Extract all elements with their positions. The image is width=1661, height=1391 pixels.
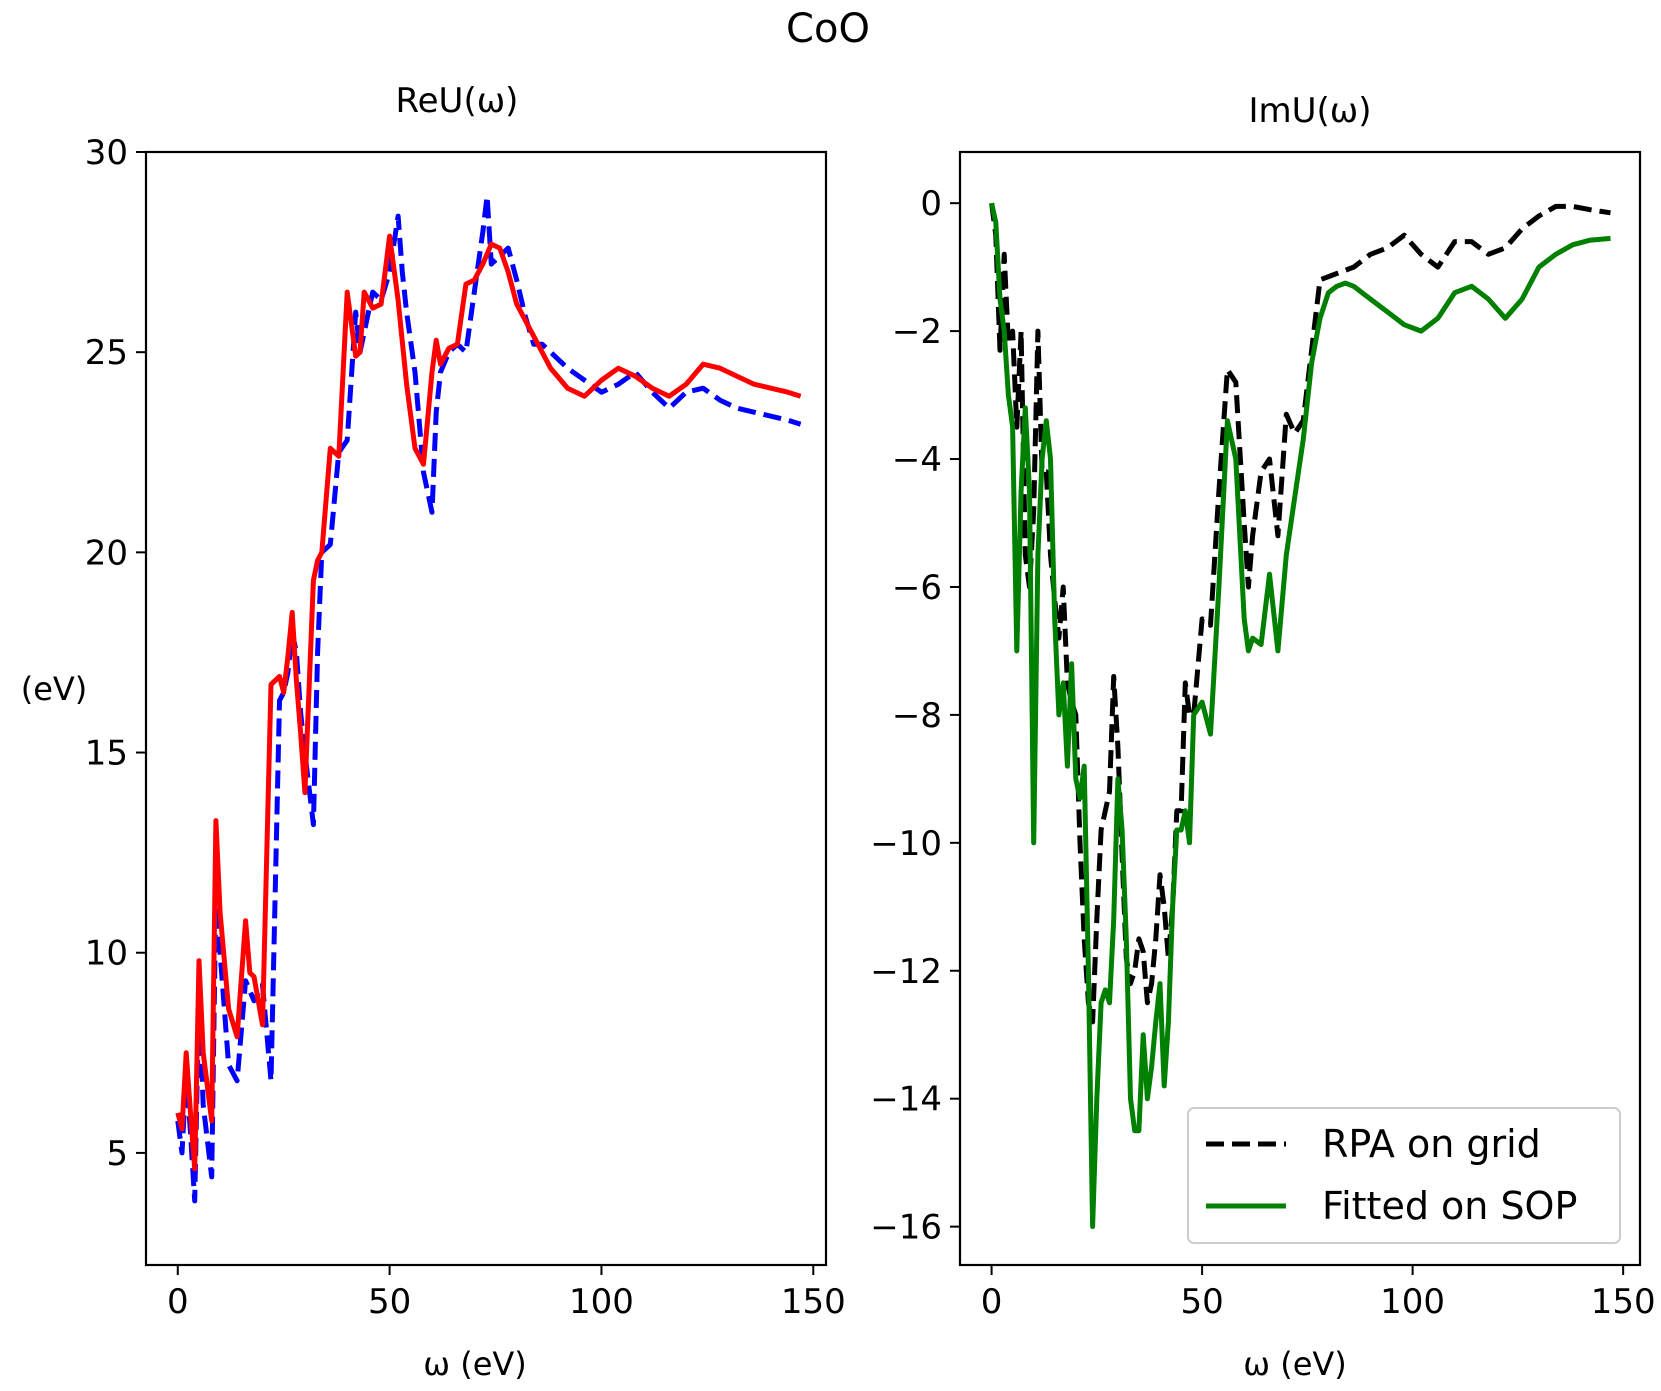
x-axis-label-imag: ω (eV) bbox=[1243, 1345, 1347, 1383]
y-tick-label: 15 bbox=[85, 734, 128, 774]
x-tick-label: 150 bbox=[781, 1282, 846, 1322]
y-tick-label: 5 bbox=[106, 1134, 128, 1174]
y-tick-label: −4 bbox=[892, 440, 942, 480]
y-tick-label: −16 bbox=[870, 1208, 942, 1248]
x-tick-label: 100 bbox=[1380, 1282, 1445, 1322]
y-tick-label: −2 bbox=[892, 312, 942, 352]
x-axis-label-real: ω (eV) bbox=[423, 1345, 527, 1383]
plot-area-imag: 0 50 100 150 0 −2 −4 −6 −8 −10 −12 −14 −16 RPA on gri… bbox=[870, 150, 1656, 1322]
y-tick-label: 20 bbox=[85, 533, 128, 573]
panel-title-real: ReU(ω) bbox=[396, 81, 519, 121]
legend-box bbox=[1187, 1107, 1621, 1244]
axes-frame bbox=[144, 150, 828, 1267]
x-tick-label: 50 bbox=[1180, 1282, 1223, 1322]
x-tick-label: 0 bbox=[981, 1282, 1003, 1322]
x-tick-label: 100 bbox=[569, 1282, 634, 1322]
y-tick-label: −14 bbox=[870, 1080, 942, 1120]
y-tick-label: 25 bbox=[85, 333, 128, 373]
panel-real-u: ReU(ω) 0 50 100 150 5 10 15 20 25 30 ω (eV) (eV) bbox=[21, 81, 846, 1383]
legend-label-2: Fitted on SOP bbox=[1322, 1184, 1577, 1228]
series-line-2-1 bbox=[989, 202, 1611, 1025]
series-line-1-1 bbox=[175, 193, 802, 1204]
legend-label-1: RPA on grid bbox=[1322, 1122, 1541, 1166]
y-tick-label: 30 bbox=[85, 133, 128, 173]
x-tick-label: 150 bbox=[1591, 1282, 1656, 1322]
series-line-1-2 bbox=[175, 233, 802, 1172]
x-tick-label: 50 bbox=[368, 1282, 411, 1322]
y-tick-label: 0 bbox=[920, 184, 942, 224]
y-tick-label: −8 bbox=[892, 696, 942, 736]
y-tick-label: −10 bbox=[870, 824, 942, 864]
y-tick-label: −6 bbox=[892, 568, 942, 608]
y-tick-label: −12 bbox=[870, 952, 942, 992]
panel-imag-u: ImU(ω) 0 50 100 150 0 −2 −4 −6 −8 −10 −12 −14 −16 RPA… bbox=[870, 91, 1655, 1383]
y-tick-label: 10 bbox=[85, 934, 128, 974]
axes-frame bbox=[958, 150, 1642, 1267]
panel-title-imag: ImU(ω) bbox=[1248, 91, 1371, 131]
series-line-2-2 bbox=[989, 202, 1611, 1230]
plot-area-real: 0 50 100 150 5 10 15 20 25 30 bbox=[85, 133, 846, 1322]
y-axis-label-real: (eV) bbox=[21, 670, 88, 708]
figure-suptitle: CoO bbox=[786, 6, 870, 52]
x-tick-label: 0 bbox=[167, 1282, 189, 1322]
